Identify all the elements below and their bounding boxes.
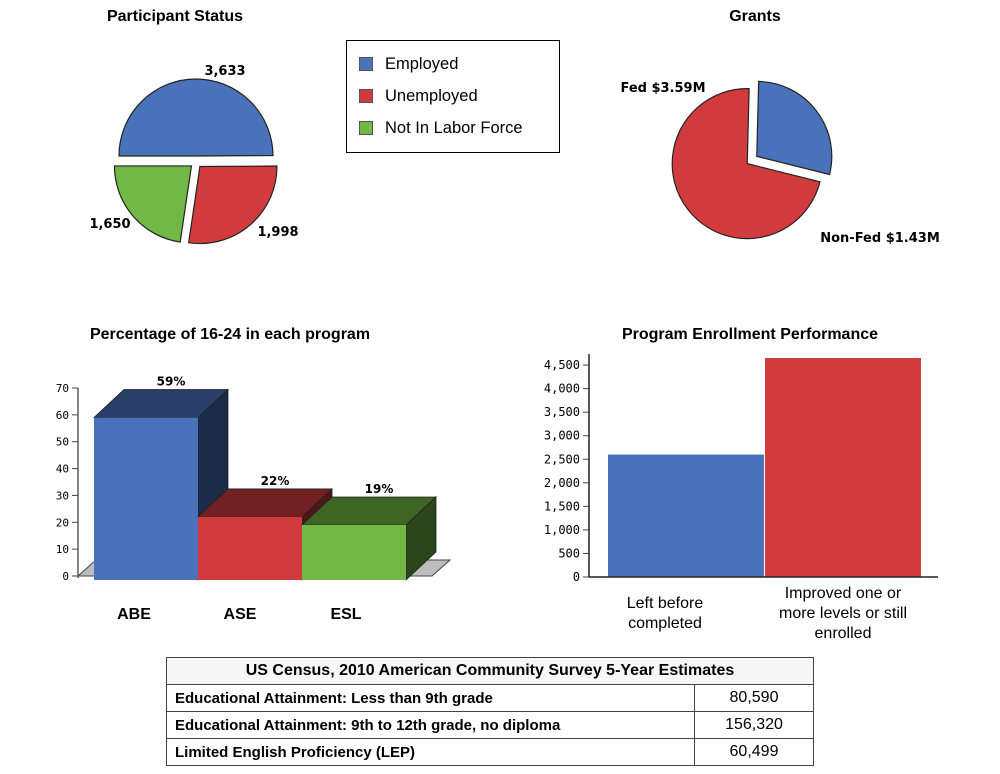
pie-label-fed: Fed $3.59M bbox=[620, 81, 705, 96]
grants-title: Grants bbox=[729, 8, 781, 25]
bar-left-before-completed bbox=[608, 454, 764, 577]
pie-slice-not-in-labor-force bbox=[113, 165, 193, 243]
y-tick-label: 0 bbox=[573, 570, 580, 584]
x-category-label-abe: ABE bbox=[117, 606, 151, 623]
y-tick-label: 3,500 bbox=[544, 405, 580, 419]
legend-swatch-unemployed bbox=[359, 89, 373, 103]
table-row: Educational Attainment: Less than 9th gr… bbox=[166, 684, 814, 712]
census-row-label: Limited English Proficiency (LEP) bbox=[166, 738, 695, 766]
pie-label-unemployed: 1,998 bbox=[257, 225, 298, 240]
legend-label-employed: Employed bbox=[385, 54, 459, 73]
y-tick-label: 50 bbox=[56, 436, 69, 449]
census-table-header-row: US Census, 2010 American Community Surve… bbox=[166, 657, 814, 685]
y-tick-label: 0 bbox=[62, 570, 69, 583]
y-tick-label: 70 bbox=[56, 382, 69, 395]
participant-status-title: Participant Status bbox=[106, 8, 244, 25]
census-row-value: 156,320 bbox=[694, 711, 814, 739]
bar-ase bbox=[198, 516, 302, 580]
x-category-label-ase: ASE bbox=[224, 606, 257, 623]
table-row: Educational Attainment: 9th to 12th grad… bbox=[166, 711, 814, 739]
y-tick-label: 30 bbox=[56, 489, 69, 502]
legend-swatch-employed bbox=[359, 57, 373, 71]
census-row-label: Educational Attainment: 9th to 12th grad… bbox=[166, 711, 695, 739]
y-tick-label: 2,000 bbox=[544, 476, 580, 490]
bar-data-label-ase: 22% bbox=[261, 474, 290, 488]
y-tick-label: 3,000 bbox=[544, 429, 580, 443]
pie-label-non-fed: Non-Fed $1.43M bbox=[820, 231, 940, 246]
participant-status-legend: Employed Unemployed Not In Labor Force bbox=[346, 40, 560, 153]
census-row-value: 80,590 bbox=[694, 684, 814, 712]
x-category-label-esl: ESL bbox=[330, 606, 361, 623]
y-tick-label: 20 bbox=[56, 516, 69, 529]
pie-slice-employed bbox=[118, 78, 274, 157]
bar-top-esl bbox=[300, 496, 438, 526]
y-tick-label: 1,500 bbox=[544, 499, 580, 513]
legend-label-not-in-labor-force: Not In Labor Force bbox=[385, 118, 523, 137]
pie-slice-non-fed bbox=[756, 80, 833, 176]
pie-label-employed: 3,633 bbox=[204, 64, 245, 79]
y-tick-label: 1,000 bbox=[544, 523, 580, 537]
legend-item-unemployed: Unemployed bbox=[359, 85, 478, 107]
pie-slice-unemployed bbox=[187, 165, 278, 245]
pie-slice-fed bbox=[671, 88, 821, 240]
y-tick-label: 4,500 bbox=[544, 358, 580, 372]
legend-swatch-not-in-labor-force bbox=[359, 121, 373, 135]
y-tick-label: 4,000 bbox=[544, 382, 580, 396]
bar-data-label-abe: 59% bbox=[157, 375, 186, 389]
legend-label-unemployed: Unemployed bbox=[385, 86, 478, 105]
census-table-title: US Census, 2010 American Community Surve… bbox=[166, 657, 814, 685]
enrollment-performance-title: Program Enrollment Performance bbox=[621, 326, 879, 343]
census-row-value: 60,499 bbox=[694, 738, 814, 766]
bar-improved-one-or-more-levels-or bbox=[765, 358, 921, 577]
bar-abe bbox=[94, 417, 198, 580]
enrollment-category-left: Left before completed bbox=[626, 595, 704, 632]
y-tick-label: 2,500 bbox=[544, 452, 580, 466]
program-percentage-title: Percentage of 16-24 in each program bbox=[89, 326, 371, 343]
bar-data-label-esl: 19% bbox=[365, 482, 394, 496]
y-tick-label: 40 bbox=[56, 463, 69, 476]
enrollment-category-improved: Improved one or more levels or still enr… bbox=[778, 585, 908, 642]
census-row-label: Educational Attainment: Less than 9th gr… bbox=[166, 684, 695, 712]
y-tick-label: 60 bbox=[56, 409, 69, 422]
bar-esl bbox=[302, 524, 406, 580]
y-tick-label: 10 bbox=[56, 543, 69, 556]
table-row: Limited English Proficiency (LEP) 60,499 bbox=[166, 738, 814, 766]
bar-top-ase bbox=[196, 488, 334, 518]
pie-label-not-in-labor-force: 1,650 bbox=[89, 217, 130, 232]
legend-item-employed: Employed bbox=[359, 53, 458, 75]
census-table: US Census, 2010 American Community Surve… bbox=[166, 657, 814, 766]
legend-item-not-in-labor-force: Not In Labor Force bbox=[359, 117, 523, 139]
y-tick-label: 500 bbox=[558, 546, 580, 560]
